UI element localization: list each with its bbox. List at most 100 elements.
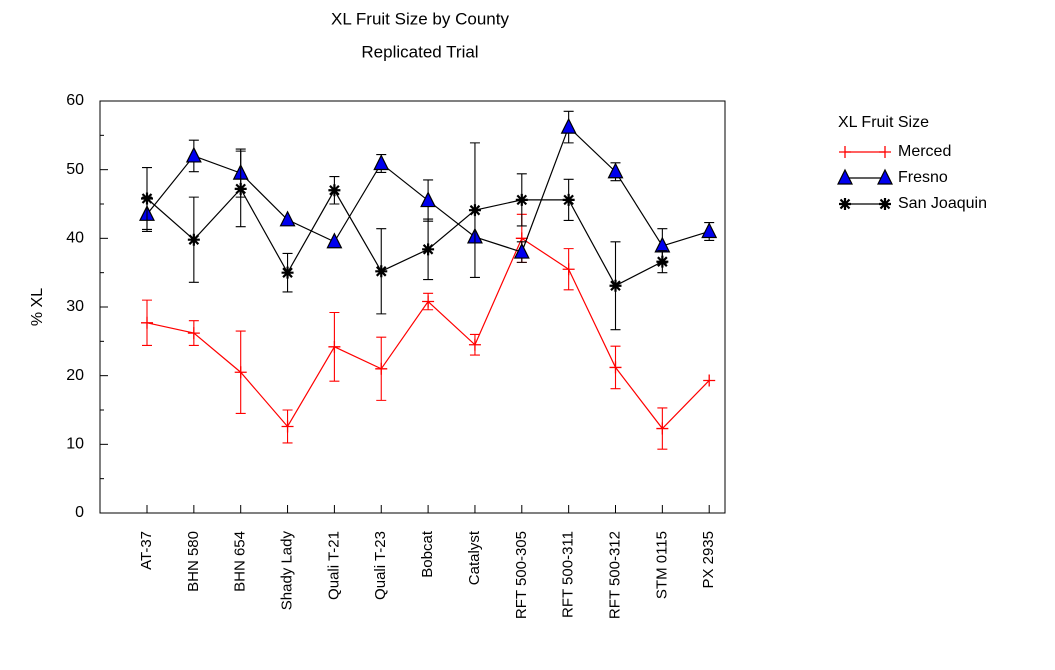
x-tick-label: BHN 580 bbox=[185, 531, 202, 592]
marker-shape bbox=[703, 374, 716, 387]
data-point bbox=[562, 263, 575, 276]
data-point bbox=[328, 184, 341, 197]
x-tick-label: BHN 654 bbox=[232, 531, 249, 592]
data-point bbox=[375, 362, 388, 375]
marker-shape bbox=[185, 146, 202, 163]
data-point bbox=[234, 366, 247, 379]
x-tick-label: STM 0115 bbox=[653, 531, 670, 599]
data-point bbox=[420, 191, 437, 208]
marker-shape bbox=[328, 184, 341, 197]
data-point bbox=[187, 233, 200, 246]
y-tick-label: 10 bbox=[66, 436, 84, 453]
data-point bbox=[281, 420, 294, 433]
data-point bbox=[422, 243, 435, 256]
data-point bbox=[562, 193, 575, 206]
marker-shape bbox=[839, 146, 851, 158]
marker-shape bbox=[701, 222, 718, 239]
marker-shape bbox=[468, 204, 481, 217]
chart-title: XL Fruit Size by County bbox=[331, 9, 509, 28]
legend-title: XL Fruit Size bbox=[838, 114, 929, 131]
legend-marker bbox=[877, 168, 893, 185]
marker-shape bbox=[839, 198, 851, 210]
x-tick-label: AT-37 bbox=[138, 531, 155, 570]
y-tick-label: 60 bbox=[66, 92, 84, 109]
legend-marker bbox=[837, 168, 853, 185]
marker-shape bbox=[513, 242, 530, 259]
y-axis-label: % XL bbox=[29, 288, 46, 326]
data-point bbox=[141, 316, 153, 329]
marker-shape bbox=[281, 266, 294, 279]
x-tick-label: Quali T-21 bbox=[325, 531, 342, 600]
data-point bbox=[281, 266, 294, 279]
data-point bbox=[468, 204, 481, 217]
y-tick-label: 20 bbox=[66, 367, 84, 384]
marker-shape bbox=[420, 191, 437, 208]
marker-shape bbox=[609, 361, 622, 374]
data-point bbox=[422, 295, 435, 308]
legend-marker bbox=[879, 146, 891, 158]
data-point bbox=[607, 162, 624, 179]
x-tick-label: Bobcat bbox=[419, 530, 436, 578]
x-tick-label: PX 2935 bbox=[700, 531, 717, 589]
x-tick-label: Catalyst bbox=[466, 530, 483, 585]
marker-shape bbox=[562, 263, 575, 276]
marker-shape bbox=[515, 193, 528, 206]
marker-shape bbox=[560, 117, 577, 134]
data-point bbox=[234, 182, 247, 195]
marker-shape bbox=[141, 192, 153, 205]
legend-label: San Joaquin bbox=[898, 195, 987, 212]
marker-shape bbox=[877, 168, 893, 185]
marker-shape bbox=[656, 422, 669, 435]
marker-shape bbox=[422, 243, 435, 256]
data-point bbox=[141, 192, 153, 205]
data-point bbox=[515, 193, 528, 206]
marker-shape bbox=[328, 340, 341, 353]
y-tick-label: 30 bbox=[66, 298, 84, 315]
y-tick-label: 0 bbox=[75, 504, 84, 521]
marker-shape bbox=[879, 198, 891, 210]
legend-label: Fresno bbox=[898, 169, 948, 186]
data-point bbox=[701, 222, 718, 239]
marker-shape bbox=[375, 362, 388, 375]
data-point bbox=[513, 242, 530, 259]
x-tick-label: RFT 500-311 bbox=[560, 531, 577, 618]
marker-shape bbox=[422, 295, 435, 308]
data-point bbox=[373, 154, 390, 171]
legend-marker bbox=[879, 198, 891, 210]
marker-shape bbox=[562, 193, 575, 206]
marker-shape bbox=[187, 327, 200, 340]
marker-shape bbox=[373, 154, 390, 171]
marker-shape bbox=[234, 182, 247, 195]
data-point bbox=[656, 255, 669, 268]
data-point bbox=[609, 361, 622, 374]
marker-shape bbox=[468, 338, 481, 351]
marker-shape bbox=[879, 146, 891, 158]
marker-shape bbox=[187, 233, 200, 246]
marker-shape bbox=[141, 316, 153, 329]
x-tick-label: Shady Lady bbox=[279, 531, 296, 611]
series-line bbox=[146, 187, 663, 287]
data-point bbox=[609, 279, 622, 292]
data-point bbox=[703, 374, 716, 387]
marker-shape bbox=[279, 210, 296, 227]
data-point bbox=[375, 265, 388, 278]
data-point bbox=[560, 117, 577, 134]
marker-shape bbox=[656, 255, 669, 268]
data-point bbox=[187, 327, 200, 340]
data-point bbox=[326, 232, 343, 249]
x-tick-label: RFT 500-305 bbox=[513, 531, 530, 619]
marker-shape bbox=[609, 279, 622, 292]
y-tick-label: 50 bbox=[66, 161, 84, 178]
marker-shape bbox=[234, 366, 247, 379]
data-point bbox=[328, 340, 341, 353]
data-point bbox=[279, 210, 296, 227]
x-tick-label: RFT 500-312 bbox=[606, 531, 623, 619]
legend-label: Merced bbox=[898, 143, 951, 160]
chart-subtitle: Replicated Trial bbox=[361, 42, 478, 61]
data-point bbox=[656, 422, 669, 435]
marker-shape bbox=[375, 265, 388, 278]
marker-shape bbox=[281, 420, 294, 433]
y-tick-label: 40 bbox=[66, 230, 84, 247]
